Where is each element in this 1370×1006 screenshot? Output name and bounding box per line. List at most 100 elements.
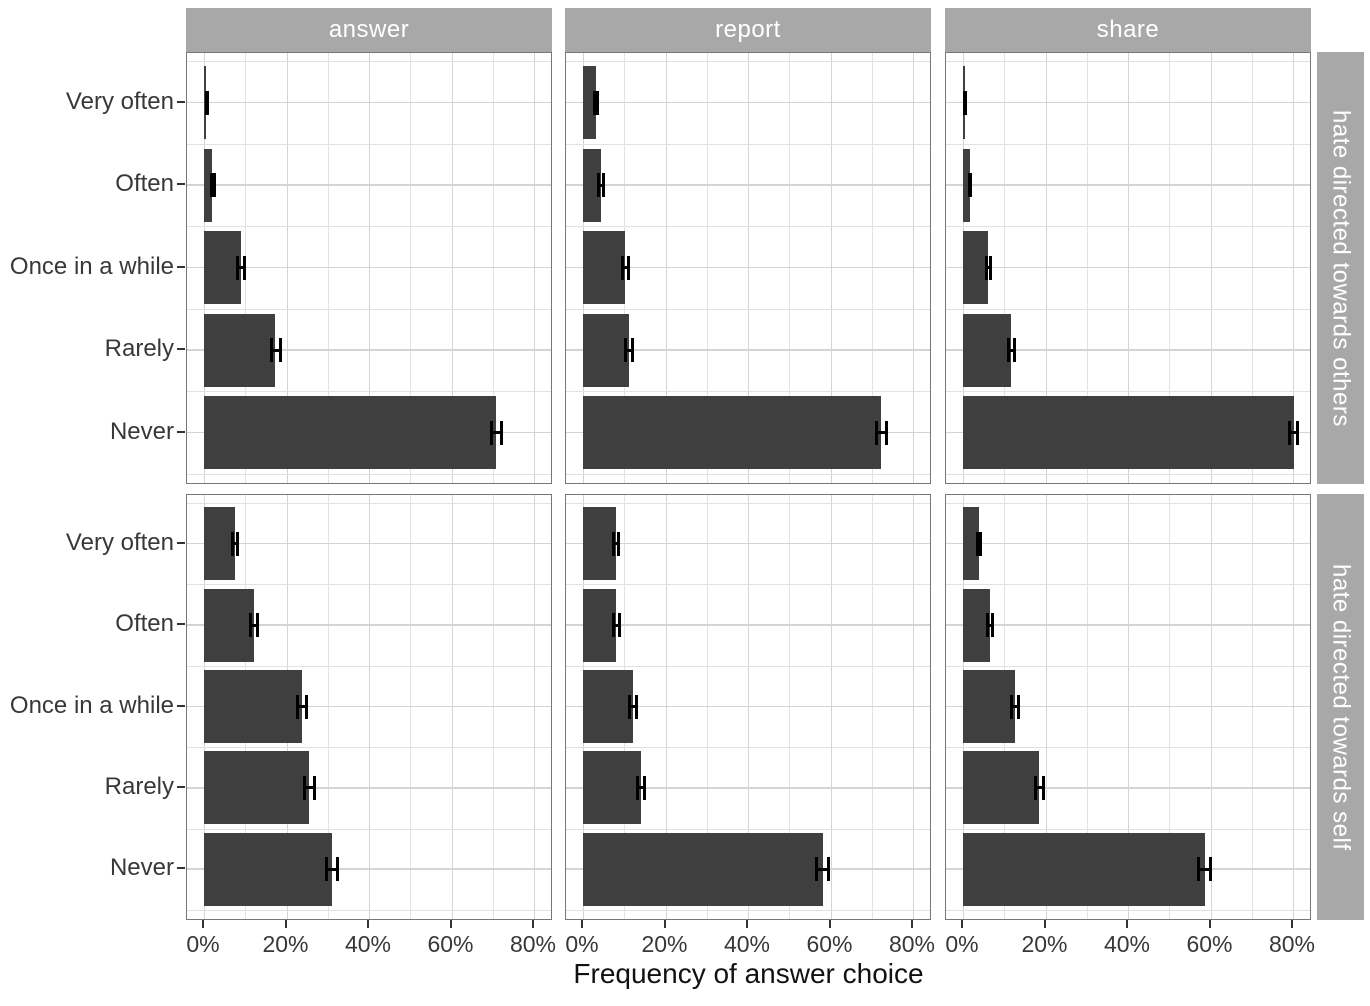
panel-report-row1 (565, 494, 931, 920)
error-bar-cap-low (236, 255, 240, 280)
gridline-y-major (187, 705, 551, 708)
error-bar-line (1197, 867, 1213, 871)
error-bar-cap-high (278, 338, 282, 362)
x-axis-tick (828, 920, 831, 928)
gridline-y-major (187, 624, 551, 626)
gridline-y-major (566, 101, 930, 104)
error-bar-cap-high (312, 775, 316, 800)
bar-Often (963, 148, 970, 222)
y-axis-label: Very often (65, 528, 174, 556)
gridline-y-major (946, 705, 1310, 708)
gridline-y-minor (566, 473, 930, 475)
error-bar (597, 173, 605, 197)
y-axis-label: Once in a while (9, 691, 174, 719)
error-bar-cap-low (635, 775, 639, 800)
bar-Rarely (204, 313, 276, 387)
x-axis-tick-label: 20% (641, 931, 688, 957)
error-bar-cap-low (597, 173, 601, 197)
facet-column-label: answer (328, 16, 410, 43)
error-bar (628, 694, 639, 719)
gridline-y-minor (187, 909, 551, 911)
y-axis-label: Often (115, 170, 174, 197)
error-bar (975, 531, 983, 556)
error-bar-cap-high (884, 420, 888, 445)
error-bar-cap-low (489, 420, 493, 445)
bar-Rarely (583, 751, 641, 825)
bar-Once in a while (204, 231, 241, 304)
panel-share-row0 (945, 52, 1311, 484)
error-bar-line (986, 623, 994, 627)
error-bar-cap-high (617, 531, 621, 556)
error-bar-cap-high (499, 420, 503, 445)
gridline-y-minor (566, 143, 930, 145)
y-axis-label: Rarely (104, 335, 174, 362)
bar-Very often (963, 507, 979, 581)
y-axis-label: Very often (65, 87, 174, 115)
error-bar-cap-low (1033, 775, 1037, 800)
error-bar-line (984, 266, 992, 269)
gridline-y-major (566, 705, 930, 708)
bar-Very often (583, 507, 616, 581)
error-bar (209, 173, 217, 197)
bar-Very often (583, 66, 596, 139)
x-axis-tick-label: 80% (888, 931, 936, 957)
gridline-y-minor (566, 61, 930, 63)
bar-Often (583, 148, 601, 222)
x-axis-tick-label: 60% (806, 931, 853, 957)
y-axis-label: Rarely (104, 772, 174, 800)
y-axis-tick (177, 100, 185, 103)
gridline-y-minor (566, 665, 930, 667)
x-axis-tick (961, 920, 963, 928)
gridline-y-major (566, 184, 930, 186)
error-bar-line (611, 542, 621, 546)
error-bar-cap-low (295, 694, 299, 719)
y-axis-tick (177, 623, 185, 626)
gridline-y-minor (187, 665, 551, 667)
error-bar (231, 531, 240, 556)
error-bar-line (635, 786, 647, 790)
y-axis-tick (177, 265, 185, 268)
error-bar-cap-high (236, 531, 240, 556)
bar-Never (204, 832, 332, 906)
bar-Once in a while (583, 670, 633, 743)
error-bar (874, 420, 888, 445)
error-bar-cap-low (623, 338, 627, 362)
gridline-y-minor (187, 828, 551, 830)
x-axis-tick (449, 920, 452, 928)
error-bar-cap-high (964, 90, 968, 115)
bar-Rarely (583, 313, 629, 387)
gridline-y-major (187, 349, 551, 351)
gridline-y-major (946, 543, 1310, 545)
bar-Once in a while (204, 670, 302, 743)
error-bar-cap-low (1007, 338, 1011, 362)
facet-column-strip-report: report (565, 8, 931, 52)
error-bar-cap-high (601, 173, 605, 197)
gridline-y-minor (946, 143, 1310, 145)
error-bar-line (249, 623, 260, 627)
error-bar-cap-low (270, 338, 273, 362)
error-bar-line (628, 705, 639, 708)
gridline-y-minor (946, 226, 1310, 228)
x-axis-tick-label: 0% (186, 931, 220, 957)
gridline-y-minor (566, 584, 930, 586)
gridline-y-minor (946, 503, 1310, 505)
facet-row-label: hate directed towards others (1327, 109, 1355, 427)
error-bar (295, 694, 309, 719)
error-bar-cap-high (990, 613, 994, 638)
error-bar-line (1010, 705, 1021, 708)
x-axis-tick (1043, 920, 1046, 928)
y-axis-tick (177, 704, 185, 707)
error-bar-cap-high (1042, 775, 1046, 800)
panel-share-row1 (945, 494, 1311, 920)
error-bar (1007, 338, 1017, 362)
gridline-y-minor (187, 308, 551, 310)
gridline-y-minor (187, 391, 551, 393)
gridline-y-major (187, 184, 551, 186)
gridline-y-minor (566, 909, 930, 911)
y-axis-tick (177, 183, 185, 185)
bar-Rarely (204, 751, 310, 825)
error-bar (612, 613, 621, 638)
error-bar-cap-low (209, 173, 213, 197)
gridline-y-minor (946, 308, 1310, 310)
bar-Often (204, 588, 254, 662)
